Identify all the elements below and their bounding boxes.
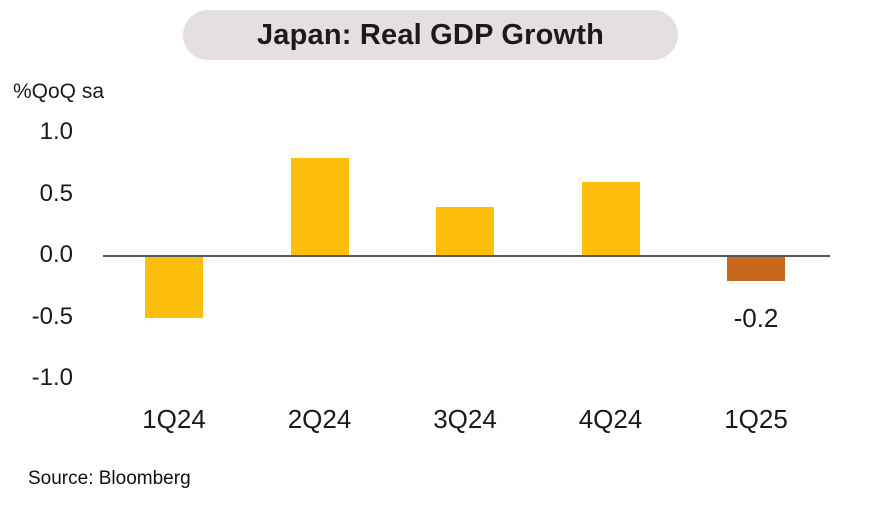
y-axis-unit-label: %QoQ sa: [13, 80, 105, 103]
x-axis-label-2q24: 2Q24: [287, 404, 352, 434]
y-tick-label: 1.0: [39, 118, 73, 145]
y-tick-label: 0.5: [39, 179, 73, 207]
data-label-1q25: -0.2: [733, 302, 779, 333]
x-axis-label-1q24: 1Q24: [142, 404, 206, 434]
bar-3q24: [436, 206, 494, 256]
chart-title: Japan: Real GDP Growth: [256, 18, 605, 51]
zero-axis-line: [103, 255, 830, 257]
bar-1q24: [145, 256, 203, 318]
y-tick-label: -1.0: [31, 364, 73, 391]
bar-1q25: [727, 256, 785, 281]
bar-2q24: [290, 157, 349, 256]
y-tick-label: 0.0: [39, 241, 73, 268]
source-note: Source: Bloomberg: [28, 468, 191, 489]
x-axis-label-1q25: 1Q25: [724, 404, 788, 434]
y-tick-label: -0.5: [31, 302, 73, 330]
chart-title-pill: Japan: Real GDP Growth: [183, 10, 678, 60]
x-axis-label-4q24: 4Q24: [578, 404, 643, 434]
bar-4q24: [581, 182, 640, 256]
x-axis-label-3q24: 3Q24: [433, 404, 497, 434]
